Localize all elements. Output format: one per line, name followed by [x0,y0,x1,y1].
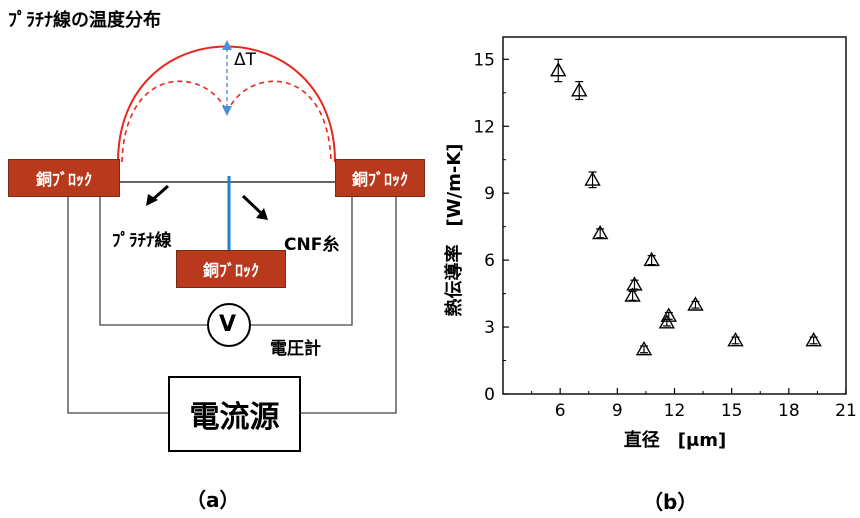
y-tick-label: 12 [473,117,495,137]
data-point [687,296,704,311]
data-point [643,251,660,267]
triangle-marker [626,276,643,291]
y-tick-label: 0 [484,385,495,405]
platinum-wire-label: ﾌﾟﾗﾁﾅ線 [112,231,172,251]
triangle-marker [550,62,567,77]
panel-label-a: （a） [186,488,240,512]
x-tick-label: 18 [778,401,800,421]
cnf-pointer-arrow [241,194,264,216]
voltmeter-wire-left [99,197,208,326]
triangle-marker [643,251,660,267]
current-wire-left [67,197,168,414]
x-tick-label: 9 [612,401,623,421]
triangle-marker [624,287,641,302]
copper-block-bottom: 銅ﾌﾞﾛｯｸ [176,250,286,288]
triangle-marker [635,340,653,356]
delta-t-arrowhead-bottom [222,106,232,116]
x-tick-label: 21 [835,401,857,421]
current-source-box: 電流源 [168,376,301,452]
x-tick-label: 15 [721,401,743,421]
triangle-marker [584,171,601,186]
diagram-title: ﾌﾟﾗﾁﾅ線の温度分布 [8,10,161,31]
circuit-diagram [67,40,397,414]
current-source-label: 電流源 [189,400,280,435]
delta-t-arrowhead-top [222,40,232,50]
triangle-marker [687,296,704,311]
panel-label-b: （b） [643,490,698,514]
cnf-label: CNF糸 [284,235,340,255]
delta-t-label: ΔT [234,50,257,70]
data-point [635,340,653,356]
y-axis-title: 熱伝導率 [W/m-K] [443,143,465,316]
y-tick-label: 6 [484,251,495,271]
y-tick-label: 15 [473,50,495,70]
copper-block-right: 銅ﾌﾞﾛｯｸ [335,159,425,197]
voltmeter-circle [207,303,251,347]
triangle-marker [805,332,822,347]
x-tick-label: 6 [555,401,566,421]
data-point [571,81,588,101]
data-point [626,276,643,291]
data-point [624,287,641,302]
voltmeter-wire-right [250,197,353,326]
plot-frame [502,36,847,395]
data-point [550,58,567,83]
data-point [591,224,609,240]
y-tick-label: 9 [484,184,495,204]
voltmeter-symbol: V [219,312,237,337]
platinum-pointer-head [146,194,158,206]
data-point [660,307,677,322]
triangle-marker [591,224,609,240]
current-wire-right [299,197,397,414]
triangle-marker [571,82,588,97]
cnf-pointer-head [256,208,268,220]
data-point [805,332,822,347]
y-tick-label: 3 [484,318,495,338]
data-point [727,332,744,347]
copper-block-left: 銅ﾌﾞﾛｯｸ [8,159,120,197]
triangle-marker [727,332,744,347]
x-axis-title: 直径 [μm] [624,429,726,451]
triangle-marker [660,307,677,322]
x-tick-label: 12 [664,401,686,421]
data-point [584,171,601,189]
voltmeter-label: 電圧計 [270,339,321,359]
